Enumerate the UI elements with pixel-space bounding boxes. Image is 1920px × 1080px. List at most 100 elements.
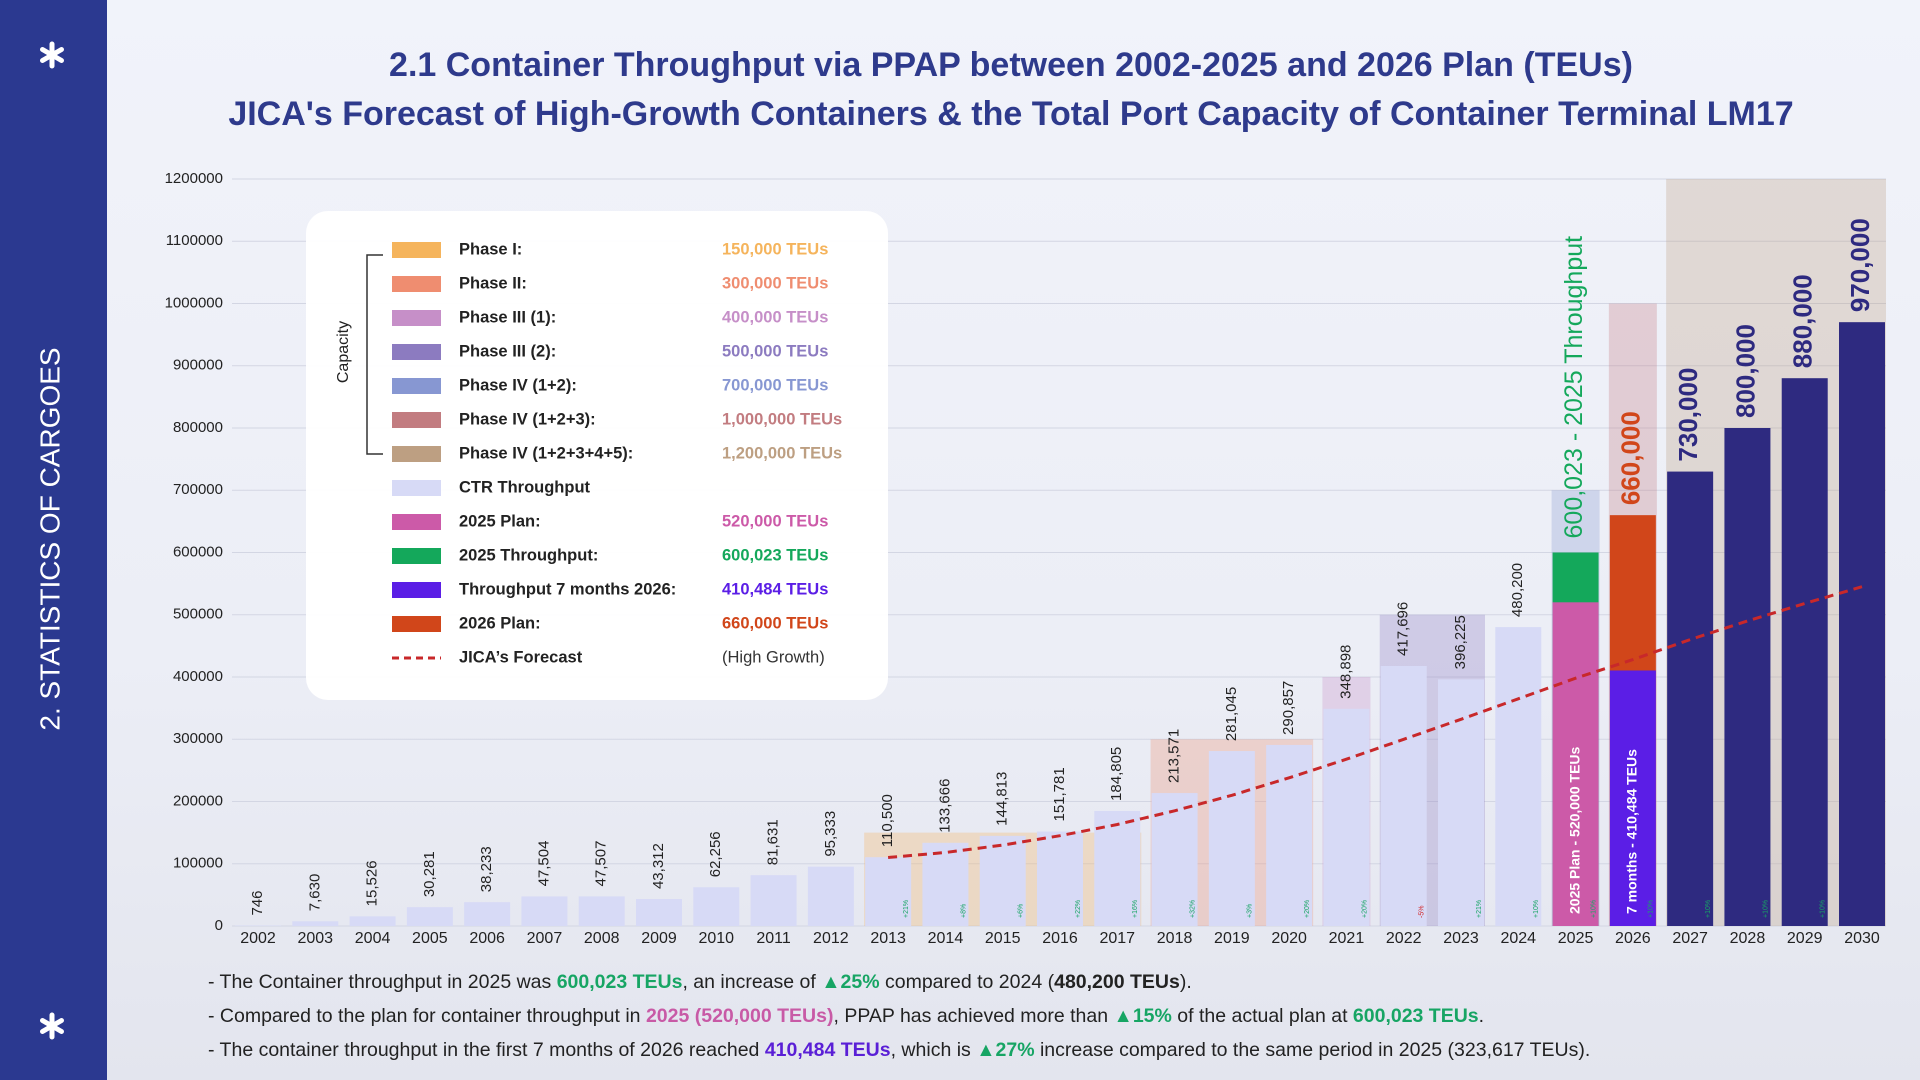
bar xyxy=(636,899,682,926)
growth-label: +22% xyxy=(1075,900,1082,918)
note-segment: - Compared to the plan for container thr… xyxy=(208,1005,646,1027)
legend-swatch xyxy=(392,548,441,564)
note-segment: 410,484 TEUs xyxy=(765,1039,891,1061)
x-tick-label: 2005 xyxy=(412,930,448,947)
legend-label: Phase II: xyxy=(459,274,527,292)
note-segment: ▲25% xyxy=(821,971,879,993)
value-label: 15,526 xyxy=(364,860,381,906)
x-tick-label: 2023 xyxy=(1443,930,1479,947)
legend-label: 2025 Plan: xyxy=(459,512,541,530)
x-tick-label: 2002 xyxy=(240,930,276,947)
growth-label: +21% xyxy=(903,900,910,918)
sidebar-label: 2. STATISTICS OF CARGOES xyxy=(34,347,65,730)
legend-value: 150,000 TEUs xyxy=(722,240,828,258)
bar xyxy=(292,921,339,926)
note-segment: ▲27% xyxy=(976,1039,1034,1061)
x-tick-label: 2015 xyxy=(985,930,1021,947)
value-label: 95,333 xyxy=(822,811,839,857)
bar xyxy=(406,907,453,926)
growth-label: -5% xyxy=(1419,906,1426,918)
bar-text: 7 months - 410,484 TEUs xyxy=(1624,749,1640,914)
legend-value: 410,484 TEUs xyxy=(722,580,828,598)
y-tick-label: 800000 xyxy=(173,419,223,436)
value-label: 880,000 xyxy=(1788,274,1818,368)
note-segment: compared to 2024 ( xyxy=(880,971,1055,993)
note-segment: , which is xyxy=(891,1039,977,1061)
note: - Compared to the plan for container thr… xyxy=(208,1005,1484,1027)
value-label: 417,696 xyxy=(1395,602,1412,656)
x-tick-label: 2008 xyxy=(584,930,620,947)
bar xyxy=(578,896,625,926)
legend-label: CTR Throughput xyxy=(459,478,591,496)
legend-value: 520,000 TEUs xyxy=(722,512,828,530)
note-segment: ▲15% xyxy=(1114,1005,1172,1027)
legend-swatch xyxy=(392,378,441,394)
bar xyxy=(1438,679,1484,926)
legend-label: Phase IV (1+2+3+4+5): xyxy=(459,444,633,462)
legend-label: 2026 Plan: xyxy=(459,614,541,632)
bar xyxy=(1495,627,1542,926)
value-label: 110,500 xyxy=(879,794,896,847)
x-tick-label: 2020 xyxy=(1271,930,1307,947)
bar xyxy=(1552,602,1599,926)
value-label: 43,312 xyxy=(650,843,667,889)
legend-box xyxy=(306,211,888,700)
y-tick-label: 700000 xyxy=(173,481,223,498)
bar xyxy=(979,835,1026,926)
y-tick-label: 200000 xyxy=(173,792,223,809)
y-tick-label: 100000 xyxy=(173,855,223,872)
bar xyxy=(1609,670,1656,926)
legend-label: Phase III (1): xyxy=(459,308,556,326)
bar xyxy=(1724,428,1771,926)
growth-label: +3% xyxy=(1247,904,1254,918)
x-tick-label: 2013 xyxy=(870,930,906,947)
y-tick-label: 0 xyxy=(215,917,223,934)
legend-label: Phase I: xyxy=(459,240,522,258)
chart-title: 2.1 Container Throughput via PPAP betwee… xyxy=(389,46,1633,84)
x-tick-label: 2007 xyxy=(527,930,563,947)
legend-value: 400,000 TEUs xyxy=(722,308,828,326)
growth-label: +6% xyxy=(1018,904,1025,918)
note-segment: , an increase of xyxy=(682,971,821,993)
note-segment: 480,200 TEUs xyxy=(1054,971,1180,993)
growth-label: +32% xyxy=(1189,900,1196,918)
value-label: 151,781 xyxy=(1051,767,1068,821)
y-tick-label: 1200000 xyxy=(165,170,223,187)
legend-swatch xyxy=(392,412,441,428)
forecast-line xyxy=(887,585,1863,859)
sidebar xyxy=(0,0,107,1080)
bar xyxy=(1380,665,1427,926)
x-tick-label: 2028 xyxy=(1730,930,1766,947)
legend-value: 700,000 TEUs xyxy=(722,376,828,394)
value-label: 746 xyxy=(249,891,266,916)
y-tick-label: 300000 xyxy=(173,730,223,747)
legend-swatch xyxy=(392,616,441,632)
x-tick-label: 2012 xyxy=(813,930,849,947)
note-segment: . xyxy=(1479,1005,1484,1027)
legend-swatch xyxy=(392,446,441,462)
value-label: 47,504 xyxy=(535,841,552,887)
bar xyxy=(1323,708,1370,926)
value-label: 47,507 xyxy=(593,841,610,887)
value-label: 38,233 xyxy=(478,846,495,892)
y-tick-label: 600000 xyxy=(173,543,223,560)
note-segment: , PPAP has achieved more than xyxy=(833,1005,1113,1027)
x-tick-label: 2026 xyxy=(1615,930,1651,947)
note: - The Container throughput in 2025 was 6… xyxy=(208,971,1192,993)
y-tick-label: 1000000 xyxy=(165,294,223,311)
note-segment: 600,023 TEUs xyxy=(557,971,683,993)
x-tick-label: 2011 xyxy=(756,930,791,947)
x-tick-label: 2027 xyxy=(1672,930,1708,947)
note-segment: 600,023 TEUs xyxy=(1353,1005,1479,1027)
bar xyxy=(1208,751,1255,926)
bar xyxy=(922,842,969,926)
x-tick-label: 2017 xyxy=(1099,930,1135,947)
x-tick-label: 2010 xyxy=(698,930,734,947)
x-tick-label: 2018 xyxy=(1157,930,1193,947)
note-segment: - The Container throughput in 2025 was xyxy=(208,971,557,993)
legend-swatch xyxy=(392,242,441,258)
bar xyxy=(865,857,912,926)
growth-label: +10% xyxy=(1590,900,1597,918)
value-label: 348,898 xyxy=(1337,645,1354,699)
